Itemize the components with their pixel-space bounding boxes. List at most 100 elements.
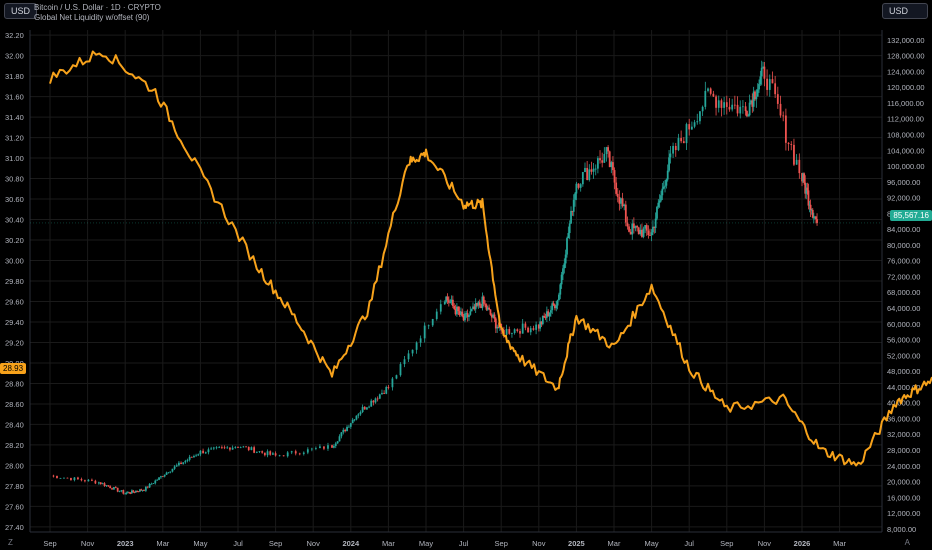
right-axis-tick-label: 128,000.00	[887, 52, 925, 61]
btc-candle	[314, 448, 317, 449]
btc-candle	[340, 432, 343, 437]
btc-candle	[383, 392, 386, 394]
indicator-title[interactable]: Global Net Liquidity w/offset (90)	[34, 13, 150, 22]
left-axis-tick-label: 31.40	[5, 113, 24, 122]
btc-candle	[489, 309, 492, 315]
btc-candle	[524, 323, 527, 328]
btc-candle	[128, 492, 131, 494]
btc-candle	[482, 296, 485, 304]
btc-candle	[184, 460, 187, 463]
btc-candle	[90, 479, 93, 481]
left-axis-tick-label: 30.60	[5, 195, 24, 204]
btc-candle	[480, 305, 482, 308]
btc-candle	[97, 482, 100, 484]
btc-candle	[621, 198, 624, 207]
btc-candle	[485, 304, 488, 310]
btc-candle	[131, 490, 133, 494]
btc-candle	[152, 483, 155, 485]
btc-candle	[269, 451, 272, 455]
btc-candle	[766, 78, 768, 90]
btc-candle	[588, 169, 591, 180]
btc-candle	[141, 490, 144, 491]
btc-candle	[760, 67, 763, 77]
chart-legend: Bitcoin / U.S. Dollar · 1D · CRYPTO Glob…	[34, 3, 161, 23]
btc-candle	[552, 303, 555, 305]
btc-candle	[272, 453, 274, 455]
symbol-title[interactable]: Bitcoin / U.S. Dollar · 1D · CRYPTO	[34, 3, 161, 12]
btc-candle	[387, 387, 390, 388]
btc-candle	[231, 447, 234, 450]
btc-candle	[810, 209, 813, 211]
right-axis-tick-label: 20,000.00	[887, 478, 920, 487]
left-axis-tick-label: 31.20	[5, 134, 24, 143]
btc-candle	[632, 223, 635, 229]
btc-candle	[560, 274, 563, 285]
auto-scale-icon[interactable]: A	[904, 538, 910, 547]
btc-candle	[537, 324, 540, 329]
btc-candle	[439, 304, 442, 312]
x-axis-tick-label: Nov	[532, 539, 546, 548]
btc-candle	[294, 451, 297, 454]
btc-candle	[543, 315, 546, 318]
zoom-icon[interactable]: Z	[8, 538, 13, 547]
btc-candle	[739, 106, 742, 114]
right-axis-tick-label: 24,000.00	[887, 462, 920, 471]
btc-candle	[178, 462, 180, 466]
btc-candle	[645, 225, 648, 231]
btc-candle	[77, 477, 79, 480]
btc-candle	[302, 452, 305, 454]
x-axis-tick-label: May	[193, 539, 207, 548]
btc-candle	[99, 482, 102, 485]
btc-candle	[612, 162, 614, 171]
btc-candle	[374, 398, 377, 403]
btc-candle	[223, 447, 226, 449]
btc-candle	[470, 309, 473, 312]
right-axis-tick-label: 28,000.00	[887, 446, 920, 455]
btc-candle	[331, 445, 333, 448]
btc-candle	[748, 102, 751, 116]
btc-candle	[105, 485, 108, 487]
btc-candle	[496, 326, 499, 329]
btc-candle	[180, 462, 182, 465]
btc-candle	[486, 307, 489, 310]
btc-candle	[336, 441, 339, 444]
btc-candle	[378, 394, 381, 399]
btc-candle	[87, 479, 90, 482]
left-axis-tick-label: 27.40	[5, 523, 24, 532]
btc-candle	[101, 483, 104, 485]
btc-candle	[135, 490, 137, 493]
btc-candle	[511, 333, 513, 334]
left-axis-tick-label: 30.20	[5, 236, 24, 245]
btc-candle	[431, 318, 434, 326]
btc-candle	[497, 326, 500, 328]
right-axis-tick-label: 44,000.00	[887, 383, 920, 392]
btc-candle	[234, 447, 237, 448]
btc-candle	[759, 76, 762, 85]
btc-candle	[731, 104, 734, 110]
currency-selector-right[interactable]: USD	[882, 3, 928, 19]
btc-candle	[712, 93, 715, 97]
btc-candle	[558, 294, 560, 301]
btc-candle	[639, 229, 642, 235]
left-axis-tick-label: 28.60	[5, 400, 24, 409]
btc-candle	[804, 182, 807, 194]
btc-candle	[173, 466, 176, 469]
btc-candle	[774, 83, 777, 95]
btc-candle	[751, 100, 754, 107]
btc-candle	[723, 102, 726, 108]
btc-candle	[610, 162, 613, 168]
right-axis-tick-label: 72,000.00	[887, 272, 920, 281]
btc-candle	[298, 453, 301, 455]
x-axis-tick-label: Mar	[156, 539, 169, 548]
btc-candle	[650, 232, 653, 236]
btc-candle	[473, 306, 476, 310]
currency-selector-left[interactable]: USD	[4, 3, 38, 19]
btc-candle	[156, 479, 159, 481]
btc-candle	[613, 170, 616, 183]
btc-candle	[527, 327, 529, 333]
btc-candle	[446, 296, 449, 301]
x-axis-tick-label: May	[645, 539, 659, 548]
btc-candle	[381, 392, 383, 395]
btc-candle	[568, 223, 571, 234]
btc-candle	[488, 307, 491, 310]
